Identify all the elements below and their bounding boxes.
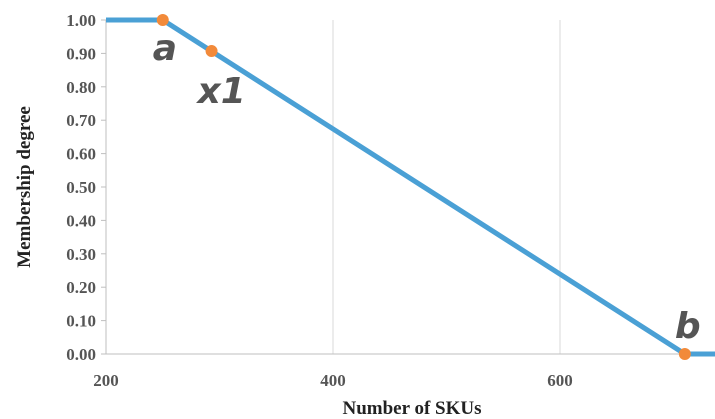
point-a-marker — [157, 14, 169, 26]
x-tick-label: 600 — [547, 371, 573, 390]
point-b-marker — [679, 348, 691, 360]
y-tick-label: 0.60 — [66, 145, 96, 164]
y-tick-label: 0.00 — [66, 345, 96, 364]
y-tick-label: 0.20 — [66, 278, 96, 297]
y-tick-label: 0.30 — [66, 245, 96, 264]
y-tick-label: 1.00 — [66, 11, 96, 30]
point-x1-marker — [206, 45, 218, 57]
y-tick-label: 0.10 — [66, 312, 96, 331]
x-axis-title: Number of SKUs — [343, 398, 482, 419]
y-tick-label: 0.90 — [66, 44, 96, 63]
y-tick-label: 0.70 — [66, 111, 96, 130]
x-tick-label: 200 — [93, 371, 119, 390]
y-axis-title: Membership degree — [14, 106, 35, 268]
y-tick-label: 0.40 — [66, 211, 96, 230]
point-b-label: b — [675, 306, 701, 347]
y-tick-label: 0.50 — [66, 178, 96, 197]
x-tick-label: 400 — [320, 371, 346, 390]
point-a-label: a — [153, 28, 177, 69]
y-tick-label: 0.80 — [66, 78, 96, 97]
grid — [333, 20, 560, 354]
point-x1-label: x1 — [196, 71, 246, 112]
